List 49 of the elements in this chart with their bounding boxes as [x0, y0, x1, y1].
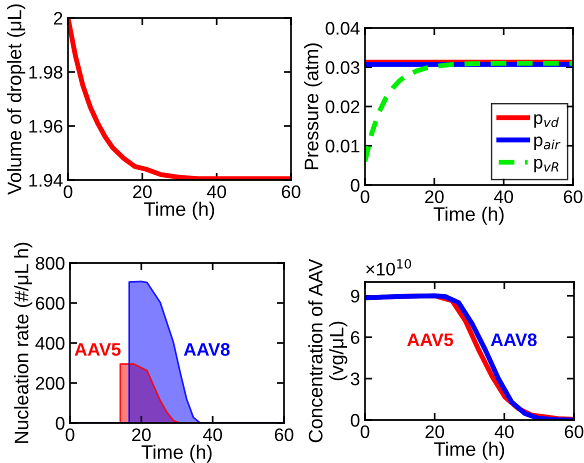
x-tick-label: 60 — [564, 190, 582, 204]
y-axis-title: Concentration of AAV (vg/μL) — [308, 258, 348, 442]
x-tick-label: 20 — [132, 428, 151, 442]
series-label: AAV5 — [74, 343, 121, 356]
y-axis-title: Pressure (atm) — [304, 43, 322, 170]
y-tick-label: 0.02 — [326, 100, 360, 114]
x-tick-label: 40 — [494, 190, 514, 204]
legend-label: p$_{vd}$ — [534, 114, 559, 128]
x-tick-label: 40 — [207, 185, 226, 198]
y-tick-label: 0.04 — [326, 22, 360, 35]
x-tick-label: 20 — [133, 185, 152, 198]
y-tick-label: 400 — [35, 336, 64, 350]
legend-label: p$_{air}$ — [534, 136, 560, 150]
y-tick-label: 800 — [36, 256, 64, 270]
x-tick-label: 20 — [425, 190, 444, 204]
y-tick-label: 0 — [56, 416, 64, 430]
legend-label: p$_{vR}$ — [534, 158, 558, 172]
x-axis-title: Time (h) — [434, 206, 504, 225]
y-tick-label: 1.94 — [29, 174, 63, 187]
x-tick-label: 0 — [360, 190, 370, 204]
text: ×10$^{10}$ — [366, 259, 412, 276]
y-axis-title: Nucleation rate (#/μL h) — [14, 242, 32, 443]
y-tick-label: 0.01 — [326, 140, 360, 152]
y-tick-label: 1.98 — [29, 66, 62, 79]
series-label: AAV5 — [407, 334, 454, 346]
y-tick-label: 3 — [350, 372, 360, 386]
x-axis-title: Time (h) — [144, 202, 214, 220]
x-tick-label: 60 — [564, 425, 584, 438]
x-tick-label: 0 — [66, 428, 74, 442]
x-axis-title: Time (h) — [434, 442, 504, 460]
y-tick-label: 6 — [351, 331, 360, 344]
y-tick-label: 0 — [350, 414, 360, 427]
x-tick-label: 60 — [274, 428, 294, 442]
y-tick-label: 600 — [36, 296, 64, 310]
series-label: AAV8 — [490, 333, 537, 346]
line-series — [68, 18, 291, 180]
y-tick-label: 200 — [36, 376, 64, 390]
x-tick-label: 40 — [203, 428, 222, 442]
series-label: AAV8 — [184, 343, 230, 356]
x-tick-label: 40 — [494, 425, 514, 438]
x-tick-label: 0 — [360, 425, 370, 438]
y-tick-label: 1.96 — [29, 120, 62, 133]
y-tick-label: 0.03 — [326, 61, 360, 74]
x-tick-label: 60 — [282, 185, 300, 198]
y-tick-label: 9 — [350, 290, 360, 303]
x-tick-label: 20 — [426, 425, 444, 438]
y-axis-title: Volume of droplet (μL) — [7, 4, 26, 195]
x-axis-title: Time (h) — [142, 444, 212, 463]
y-tick-label: 2 — [54, 12, 62, 25]
